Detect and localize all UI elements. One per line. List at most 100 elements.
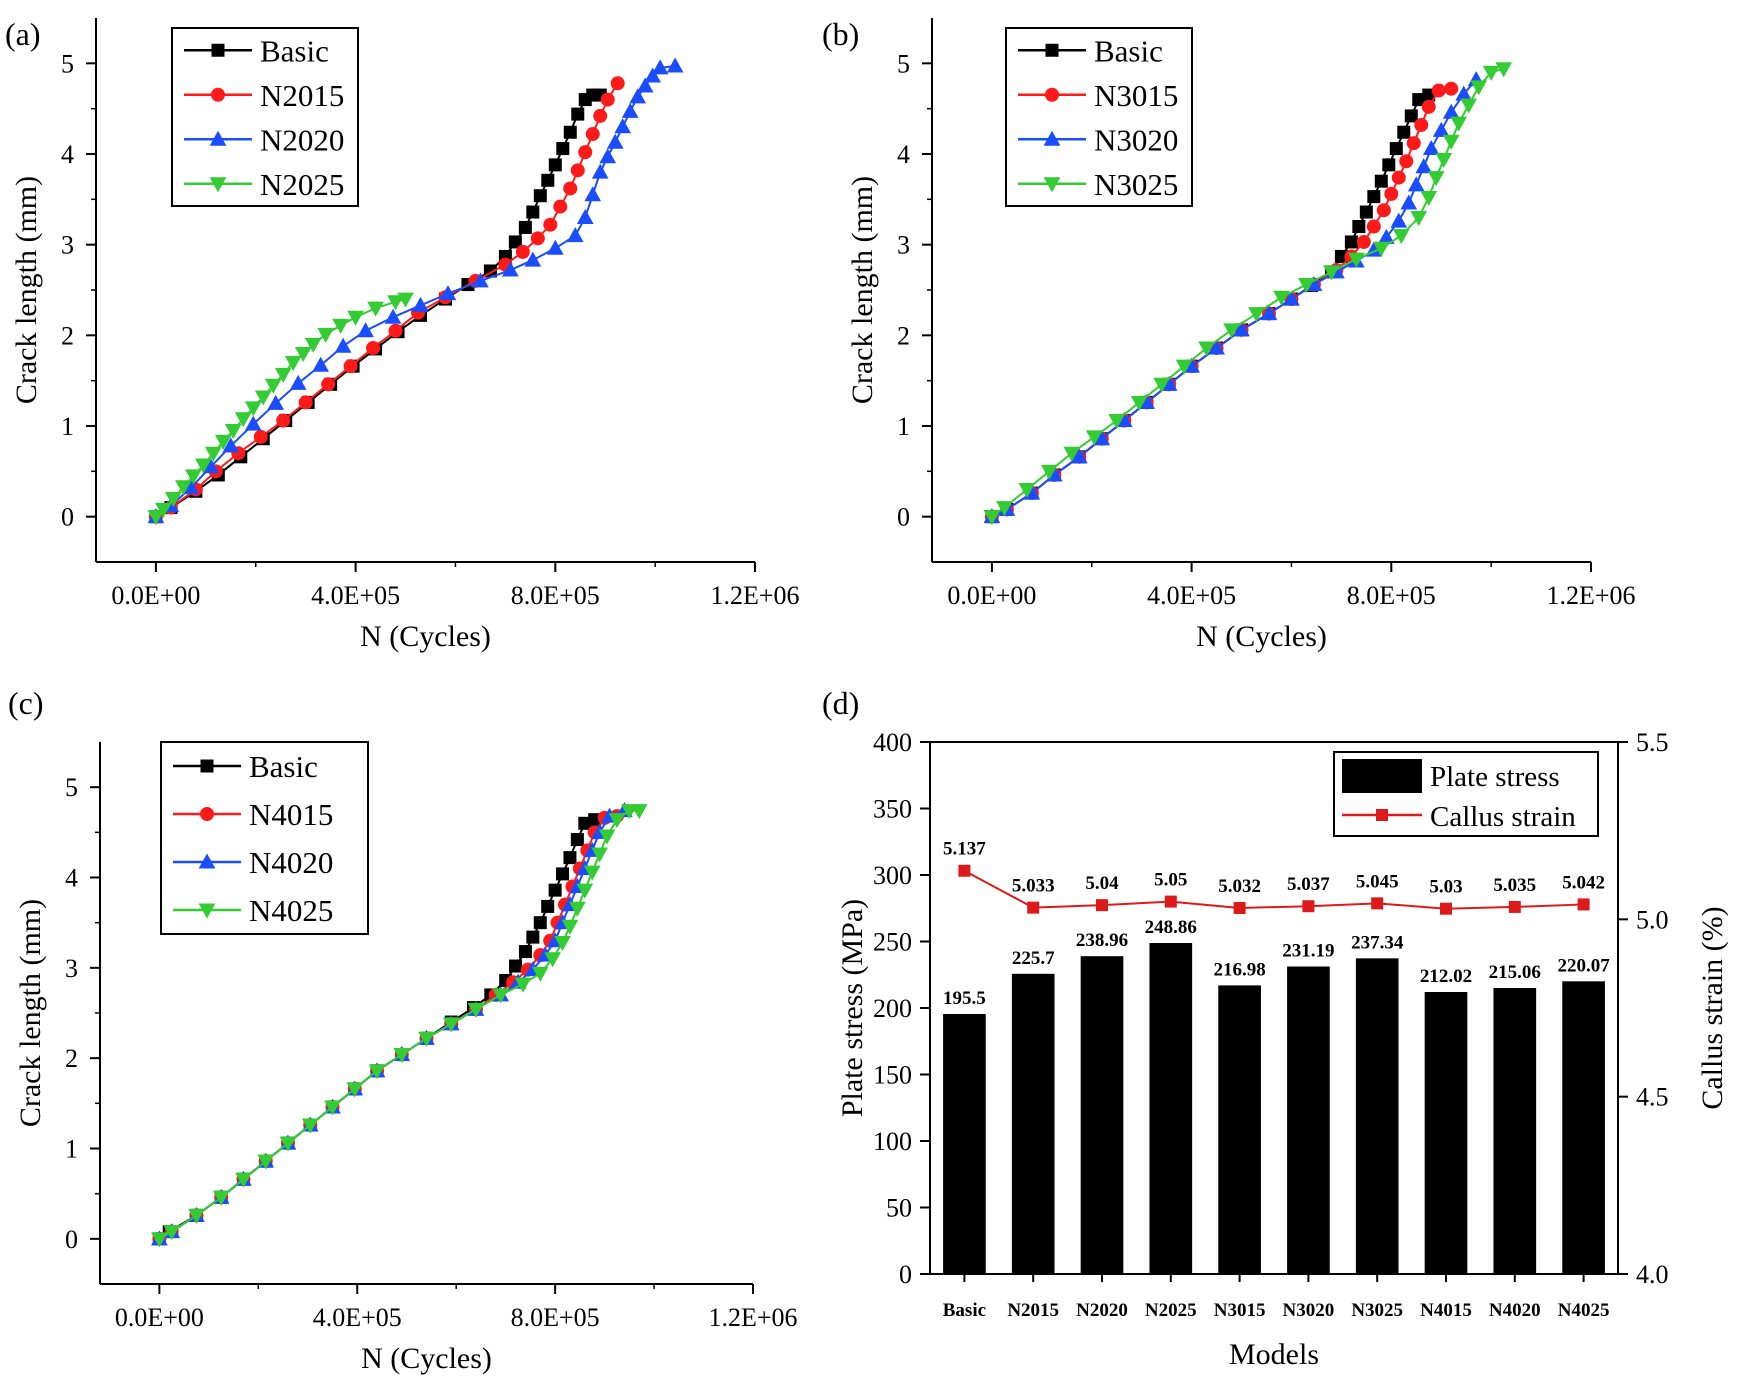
x-category-label: N2015: [1007, 1300, 1059, 1321]
data-point: [1233, 321, 1250, 337]
data-point: [279, 1136, 297, 1152]
y-tick-label: 1: [897, 412, 910, 441]
series-n4025: [151, 804, 648, 1248]
bar: [1355, 958, 1399, 1274]
data-point: [1427, 171, 1445, 187]
data-point: [644, 67, 662, 83]
series-line: [963, 869, 1584, 910]
strain-value-label: 5.04: [1085, 873, 1119, 894]
data-point: [467, 1002, 485, 1018]
data-point: [1352, 220, 1366, 234]
legend-label: N3015: [1094, 78, 1178, 113]
legend-label: Basic: [260, 33, 329, 68]
legend-marker: [1045, 87, 1059, 102]
data-point: [526, 930, 540, 944]
data-point: [1040, 464, 1058, 480]
legend-marker: [211, 87, 225, 102]
data-point: [576, 208, 594, 224]
x-tick-label: 4.0E+05: [313, 1303, 402, 1332]
data-point: [666, 57, 684, 73]
data-point: [284, 356, 302, 372]
data-point: [541, 173, 555, 187]
data-point: [570, 833, 584, 847]
data-point: [629, 88, 647, 104]
y-tick-label: 300: [873, 861, 912, 890]
data-point: [584, 186, 602, 202]
data-point: [1400, 194, 1418, 210]
legend-marker: [1043, 177, 1061, 193]
x-tick-label: 8.0E+05: [511, 1303, 600, 1332]
strain-value-label: 5.037: [1287, 874, 1330, 895]
data-point: [214, 434, 232, 450]
bar: [1424, 992, 1468, 1274]
data-point: [212, 1190, 230, 1206]
series-n3025: [983, 62, 1512, 526]
data-point: [541, 899, 555, 913]
data-point: [1421, 99, 1436, 114]
data-point: [553, 199, 568, 214]
y2-axis-title: Callus strain (%): [1696, 906, 1729, 1109]
data-point: [151, 1232, 168, 1248]
y-tick-label: 400: [873, 728, 912, 757]
legend-label: Basic: [1094, 33, 1163, 68]
data-point: [324, 1100, 341, 1116]
data-point: [1495, 62, 1512, 78]
data-point: [610, 76, 625, 91]
strain-value-label: 5.032: [1218, 876, 1261, 897]
data-point: [147, 510, 165, 526]
data-point: [636, 77, 654, 93]
data-point: [563, 851, 577, 865]
legend: Basic N3015 N3020 N3025: [1005, 27, 1193, 207]
data-point: [357, 322, 374, 338]
data-point: [548, 883, 562, 897]
y-tick-label: 0: [65, 1225, 78, 1254]
data-point: [530, 231, 545, 246]
legend-label: N4025: [249, 893, 333, 928]
series-n2025: [147, 292, 414, 526]
data-point: [1435, 152, 1453, 168]
y-tick-label: 0: [897, 503, 910, 532]
series-callus-strain: 5.137 5.033 5.04 5.05 5.032 5.037 5.045 5.03 5.0…: [943, 839, 1605, 915]
x-category-label: N2020: [1076, 1300, 1128, 1321]
series-n3020: [983, 71, 1485, 524]
data-point: [418, 1031, 435, 1047]
y-tick-label: 4: [61, 140, 74, 169]
legend-marker: [209, 130, 227, 146]
data-point: [155, 502, 172, 518]
data-point: [561, 919, 579, 935]
data-point: [651, 59, 669, 75]
data-point: [188, 1208, 205, 1224]
panel-b: (b) 0 1 2 3 4 5 0.0E+00 4.0E+05 8.0E+05 1.2E+06 N (…: [822, 16, 1636, 653]
x-category-label: N3015: [1214, 1300, 1266, 1321]
data-point: [554, 936, 571, 952]
data-point: [1027, 901, 1040, 914]
data-point: [253, 429, 268, 444]
y-tick-label: 4: [897, 140, 910, 169]
data-point: [571, 107, 585, 121]
y2-tick-label: 5.5: [1636, 728, 1669, 757]
data-point: [1367, 190, 1381, 204]
data-point: [492, 988, 510, 1004]
legend-label: N4015: [249, 797, 333, 832]
data-point: [1248, 307, 1265, 323]
data-point: [1442, 134, 1460, 150]
data-point: [1508, 900, 1521, 913]
data-point: [267, 394, 285, 410]
legend-label: Callus strain: [1430, 801, 1576, 833]
y-tick-label: 2: [61, 321, 74, 350]
data-point: [257, 1154, 275, 1170]
x-tick-label: 1.2E+06: [1546, 581, 1635, 610]
data-point: [442, 1017, 460, 1033]
data-point: [1366, 219, 1381, 234]
data-point: [298, 395, 313, 410]
data-point: [235, 1172, 252, 1188]
bar: [1493, 987, 1537, 1274]
bar-value-label: 237.34: [1351, 932, 1404, 953]
data-point: [1372, 241, 1390, 257]
x-category-label: N3025: [1351, 1300, 1403, 1321]
y2-tick-label: 4.0: [1636, 1260, 1669, 1289]
y-tick-label: 4: [65, 864, 78, 893]
data-point: [983, 510, 1001, 526]
data-point: [1577, 898, 1590, 911]
legend-label: N4020: [249, 845, 333, 880]
